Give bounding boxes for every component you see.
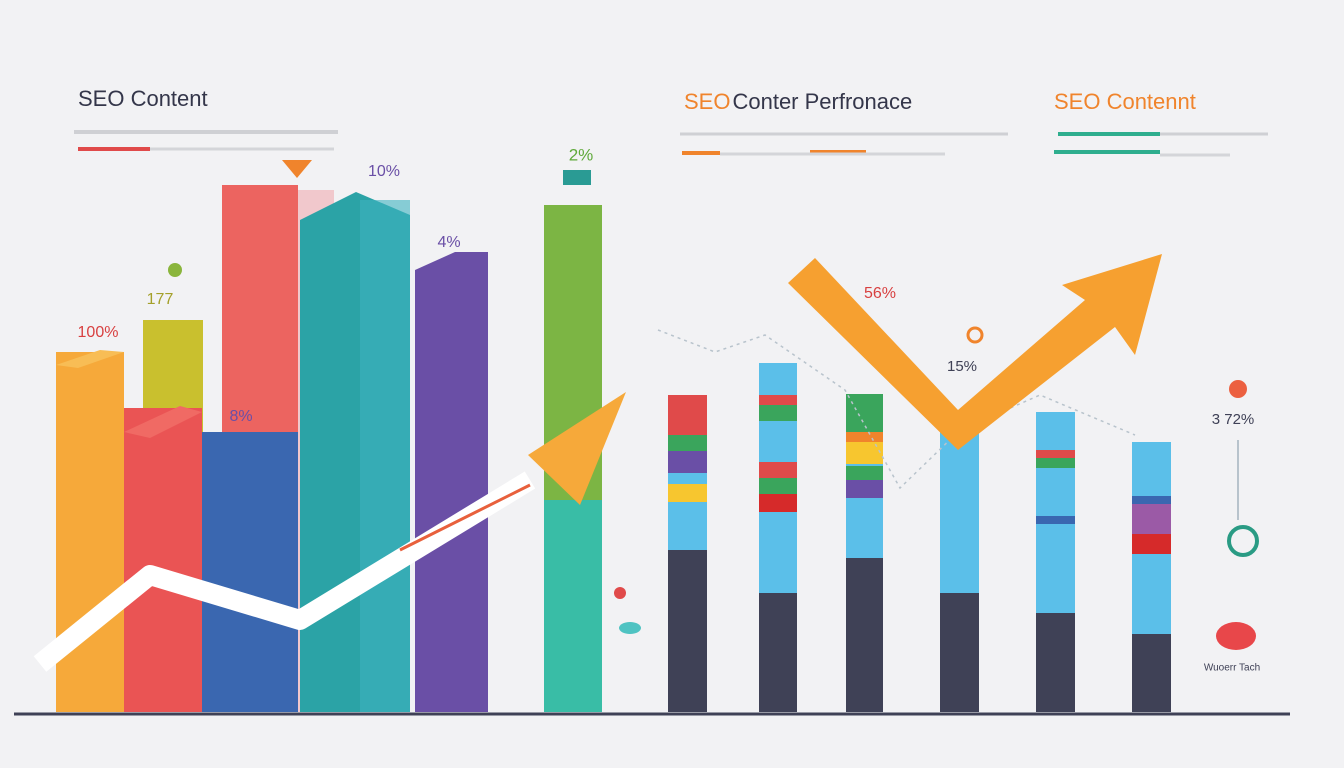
- big-arrow: [788, 254, 1162, 450]
- bar-label: 177: [147, 291, 174, 308]
- center-title: SEOConter Perfronace: [684, 89, 912, 114]
- bar-top: [124, 406, 202, 438]
- gauge-label: 3 72%: [1212, 411, 1255, 428]
- segment: [1132, 496, 1171, 504]
- icon: [614, 587, 626, 599]
- segment: [668, 435, 707, 451]
- gauge: [1227, 525, 1259, 557]
- icon: [966, 326, 984, 344]
- left-bars: [33, 160, 626, 712]
- segment: [759, 478, 797, 494]
- bar-label: 4%: [437, 234, 460, 251]
- bar: [124, 408, 202, 712]
- segment: [1036, 613, 1075, 712]
- bar-top: [56, 350, 124, 368]
- segment: [1036, 516, 1075, 524]
- dotted-trend: [657, 329, 1136, 490]
- bar-label: 100%: [78, 324, 119, 341]
- arrow-head: [528, 392, 626, 505]
- segment: [1132, 634, 1171, 712]
- segment: [668, 395, 707, 435]
- segment: [759, 405, 797, 421]
- segment: [1132, 534, 1171, 554]
- center-title-accent: SEO: [684, 89, 730, 114]
- center-title-rest: Conter Perfronace: [732, 89, 912, 114]
- segment: [668, 550, 707, 712]
- right-title: SEO Contennt: [1054, 89, 1196, 114]
- segment: [940, 593, 979, 712]
- bar: [56, 352, 124, 712]
- footer-note: Wuoerr Tach: [1204, 663, 1260, 674]
- segment: [846, 480, 883, 498]
- icon: [168, 263, 182, 277]
- trend-line: [399, 483, 531, 552]
- segment: [846, 442, 883, 464]
- bar-label: 2%: [569, 145, 594, 164]
- cap: [563, 170, 591, 185]
- icon: [1216, 622, 1256, 650]
- cap: [282, 160, 312, 178]
- bar-label: 8%: [229, 408, 252, 425]
- bar: [202, 432, 298, 712]
- segment: [1036, 458, 1075, 468]
- segment: [846, 432, 883, 442]
- segment: [1036, 450, 1075, 458]
- icon: [1229, 380, 1247, 398]
- segment: [1132, 504, 1171, 534]
- segment: [846, 394, 883, 432]
- bar-side: [360, 200, 410, 712]
- left-title: SEO Content: [78, 86, 208, 111]
- right-bars: [614, 254, 1259, 712]
- icon: [619, 622, 641, 634]
- segment: [759, 593, 797, 712]
- pin-label: 15%: [947, 358, 977, 375]
- bar: [544, 500, 602, 712]
- segment: [759, 462, 797, 478]
- segment: [759, 395, 797, 405]
- segment: [668, 451, 707, 473]
- bar: [415, 252, 488, 712]
- segment: [668, 484, 707, 502]
- segment: [846, 558, 883, 712]
- arrow-label: 56%: [864, 285, 896, 302]
- segment: [846, 466, 883, 480]
- trend-arrow: [33, 471, 536, 672]
- segment: [759, 494, 797, 512]
- bar-label: 10%: [368, 163, 400, 180]
